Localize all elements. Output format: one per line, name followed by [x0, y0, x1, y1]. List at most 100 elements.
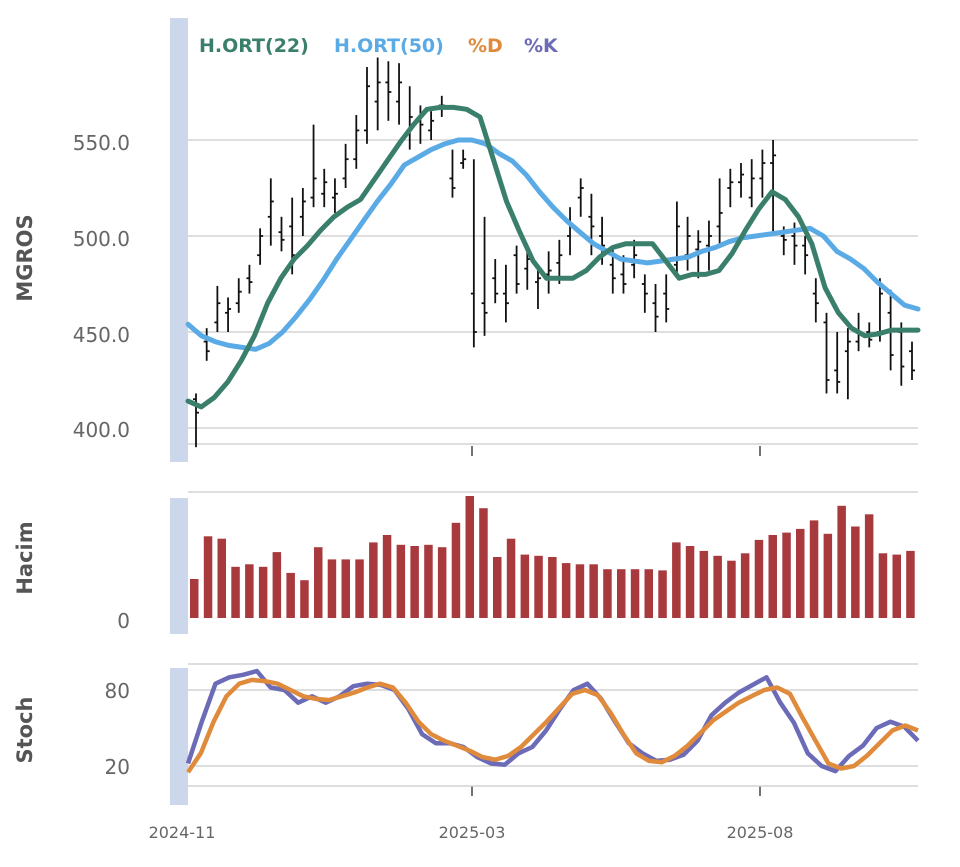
- volume-bar: [878, 553, 888, 618]
- volume-bar: [548, 557, 557, 618]
- ohlc-bar: [641, 274, 648, 313]
- ohlc-bar: [652, 284, 659, 332]
- ohlc-bar: [716, 178, 723, 246]
- volume-bar: [437, 547, 447, 618]
- hort50-line: [185, 137, 921, 352]
- volume-bar: [314, 547, 323, 618]
- legend-hort50: H.ORT(50): [334, 35, 444, 57]
- volume-bar: [768, 535, 777, 618]
- ohlc-bar: [770, 140, 777, 236]
- volume-bar: [258, 566, 268, 618]
- volume-bar: [727, 560, 736, 618]
- volume-bar: [217, 538, 226, 618]
- ohlc-bar: [299, 188, 306, 236]
- price-axis-band: [170, 18, 188, 462]
- ohlc-bar: [310, 124, 317, 208]
- volume-bar: [851, 526, 860, 618]
- volume-bar: [754, 539, 764, 618]
- volume-bar: [796, 528, 805, 618]
- price-tick-450: 450.0: [73, 323, 130, 347]
- volume-bar: [465, 496, 474, 618]
- ohlc-bar: [257, 228, 264, 265]
- ohlc-bar: [534, 266, 541, 309]
- volume-bar: [479, 508, 488, 618]
- ohlc-bar: [396, 63, 403, 125]
- percent-d-line: [186, 677, 919, 774]
- ohlc-bar: [492, 259, 499, 304]
- volume-bar: [864, 514, 874, 618]
- legend-percent-k: %K: [524, 35, 559, 57]
- volume-axis-label: Hacim: [13, 521, 37, 594]
- ohlc-bar: [802, 236, 809, 275]
- ohlc-bar: [278, 216, 285, 252]
- volume-bar: [506, 538, 516, 618]
- ohlc-bar: [235, 278, 242, 313]
- ohlc-bar: [673, 201, 680, 279]
- volume-bar: [245, 564, 254, 618]
- ohlc-bar: [834, 332, 841, 394]
- ohlc-bar: [502, 264, 509, 323]
- ohlc-bar: [513, 245, 520, 294]
- ohlc-bar: [481, 216, 488, 336]
- volume-bar: [644, 569, 653, 618]
- x-tick-2025-03: 2025-03: [439, 823, 506, 842]
- ohlc-bar: [663, 274, 670, 323]
- ohlc-bar: [267, 178, 274, 246]
- volume-bar: [355, 559, 364, 618]
- stoch-tick-80: 80: [105, 679, 130, 703]
- legend-percent-d: %D: [468, 35, 503, 57]
- ohlc-bar: [823, 312, 830, 394]
- volume-bar: [341, 559, 350, 618]
- volume-bar: [658, 570, 667, 618]
- volume-bar: [575, 564, 585, 618]
- x-axis: 2024-11 2025-03 2025-08: [149, 823, 794, 842]
- ohlc-bar: [428, 111, 435, 140]
- volume-bar: [424, 544, 433, 618]
- price-tick-550: 550.0: [73, 131, 130, 155]
- ohlc-bar: [684, 216, 691, 271]
- ohlc-bar: [460, 149, 467, 169]
- volume-tick-0: 0: [117, 609, 130, 633]
- volume-bar: [823, 533, 833, 618]
- volume-bar: [837, 505, 846, 618]
- ohlc-bar: [567, 207, 574, 256]
- volume-bar: [685, 546, 695, 618]
- ohlc-bar: [246, 264, 253, 294]
- volume-bar: [892, 554, 901, 618]
- volume-panel: Hacim 0: [13, 521, 130, 633]
- volume-bar: [286, 572, 295, 618]
- volume-bar: [699, 550, 709, 618]
- volume-bar: [451, 522, 461, 618]
- volume-bar: [906, 550, 915, 618]
- ohlc-bar: [577, 178, 584, 217]
- stoch-axis-label: Stoch: [13, 697, 37, 764]
- volume-bar: [382, 535, 392, 618]
- ohlc-bar: [812, 278, 819, 323]
- volume-bar: [410, 546, 419, 618]
- ohlc-bar: [844, 328, 851, 400]
- ohlc-bar: [759, 149, 766, 198]
- volume-bar: [203, 536, 213, 618]
- ohlc-bar: [331, 178, 338, 213]
- ohlc-bar: [214, 285, 221, 332]
- volume-bar: [740, 553, 750, 618]
- ohlc-bar: [385, 61, 392, 121]
- ohlc-bar: [203, 328, 210, 361]
- volume-bar: [617, 569, 626, 618]
- ohlc-bar: [353, 115, 360, 169]
- volume-bar: [809, 520, 819, 618]
- price-panel: MGROS 400.0 450.0 500.0 550.0 H.ORT(22) …: [13, 35, 559, 442]
- stoch-panel: Stoch 20 80: [13, 679, 130, 779]
- ohlc-bar: [545, 251, 552, 294]
- volume-bar: [493, 557, 502, 618]
- price-axis-label: MGROS: [13, 214, 37, 301]
- volume-bar: [272, 552, 282, 618]
- volume-bar: [713, 555, 722, 618]
- x-tick-2025-08: 2025-08: [727, 823, 794, 842]
- x-tick-2024-11: 2024-11: [149, 823, 216, 842]
- volume-bar: [327, 559, 337, 618]
- volume-bar: [561, 563, 571, 618]
- ohlc-bar: [738, 163, 745, 198]
- stoch-tick-20: 20: [105, 755, 130, 779]
